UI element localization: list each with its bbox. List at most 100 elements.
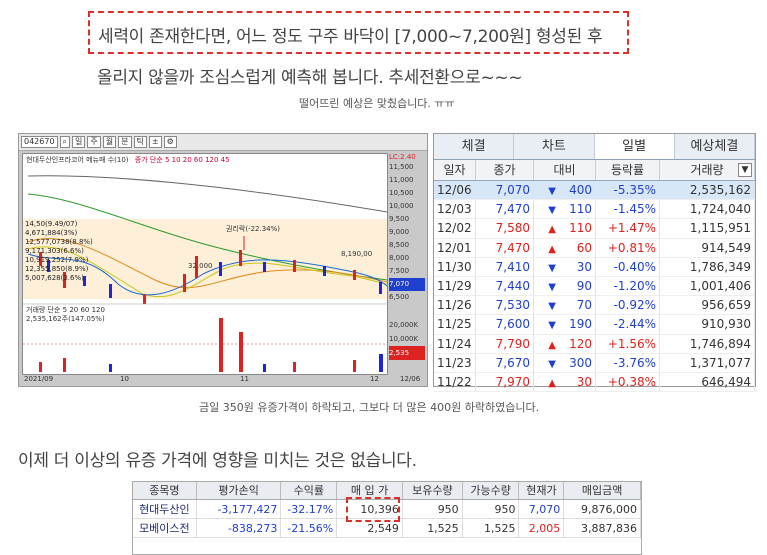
tab-chart[interactable]: 차트 [514, 134, 595, 159]
up-arrow-icon: ▲ [548, 339, 556, 351]
cell-rate: +1.56% [596, 334, 660, 353]
cell-rate: +1.47% [596, 219, 660, 238]
minute-button[interactable]: 분 [118, 136, 132, 148]
cell-rate: +0.81% [596, 238, 660, 257]
cell-pnl: -3,177,427 [197, 500, 282, 518]
table-row[interactable]: 11/30 7,410 ▼ 30 -0.40% 1,786,349 [434, 257, 755, 277]
cell-date: 11/29 [434, 276, 476, 296]
cell-close: 7,600 [476, 315, 534, 334]
down-arrow-icon: ▼ [548, 281, 556, 293]
cell-close: 7,970 [476, 372, 534, 392]
cell-date: 11/23 [434, 353, 476, 372]
chart-svg [23, 175, 387, 372]
cell-diff: ▼ 400 [534, 181, 596, 200]
chart-toolbar: 042670 ⌕ 일 주 월 분 틱 ± ⚙ [19, 134, 427, 151]
cell-rate: +0.38% [596, 372, 660, 392]
volume-bars [39, 318, 383, 372]
settings-icon[interactable]: ⚙ [163, 136, 177, 148]
up-arrow-icon: ▲ [548, 224, 556, 236]
period-button-day[interactable]: 일 [72, 136, 86, 148]
cell-rate: -1.45% [596, 200, 660, 219]
table-row[interactable]: 11/29 7,440 ▼ 90 -1.20% 1,001,406 [434, 276, 755, 297]
volume-profile-labels: 14,50(9.49/07) 4,671,884(3%) 12,577,0738… [25, 220, 93, 282]
cell-rate: -5.35% [596, 181, 660, 200]
paragraph: 이제 더 이상의 유증 가격에 영향을 미치는 것은 없습니다. [18, 451, 417, 471]
cell-rate: -2.44% [596, 315, 660, 334]
down-arrow-icon: ▼ [548, 358, 556, 370]
cell-qty: 1,525 [403, 519, 463, 537]
tick-button[interactable]: 틱 [133, 136, 147, 148]
cell-close: 7,580 [476, 219, 534, 238]
table-row[interactable]: 모베이스전 -838,273 -21.56% 2,549 1,525 1,525 2,005… [133, 519, 641, 538]
tab-daily[interactable]: 일별 [594, 134, 675, 159]
cell-close: 7,470 [476, 200, 534, 219]
down-arrow-icon: ▼ [548, 301, 556, 313]
cell-close: 7,470 [476, 238, 534, 257]
table-row[interactable]: 11/26 7,530 ▼ 70 -0.92% 956,659 [434, 296, 755, 316]
zoom-icon[interactable]: ± [148, 136, 162, 148]
table-row[interactable]: 11/23 7,670 ▼ 300 -3.76% 1,371,077 [434, 353, 755, 373]
table-row[interactable]: 현대두산인 -3,177,427 -32.17% 10,396 950 950 7,070 9… [133, 500, 641, 519]
caption-top: 떨어뜨린 예상은 맞췄습니다. ㅠㅠ [299, 97, 455, 110]
cell-current: 7,070 [519, 500, 565, 518]
up-arrow-icon: ▲ [548, 243, 556, 255]
down-arrow-icon: ▼ [548, 320, 556, 332]
cell-volume: 2,535,162 [660, 181, 755, 200]
ma-legend: 종가 단순 5 10 20 60 120 45 [134, 156, 230, 164]
cell-return: -21.56% [281, 519, 338, 537]
daily-rows: 12/06 7,070 ▼ 400 -5.35% 2,535,162 12/03 7,470 ▼… [434, 181, 755, 393]
tab-expected[interactable]: 예상체결 [675, 134, 755, 159]
candles [39, 250, 382, 304]
cell-return: -32.17% [281, 500, 338, 518]
table-row[interactable]: 12/06 7,070 ▼ 400 -5.35% 2,535,162 [434, 181, 755, 201]
ma-120-line [27, 175, 387, 213]
cell-pnl: -838,273 [197, 519, 282, 537]
ma-5-line [27, 253, 387, 296]
cell-rate: -1.20% [596, 276, 660, 296]
cell-rate: -3.76% [596, 353, 660, 372]
cell-volume: 910,930 [660, 315, 755, 334]
cell-volume: 1,115,951 [660, 219, 755, 238]
annotation-left: 32,000 [188, 262, 213, 270]
date-axis: 2021/09 10 11 12 12/06 [24, 375, 421, 383]
period-button-month[interactable]: 월 [102, 136, 117, 148]
cell-diff: ▼ 90 [534, 276, 596, 296]
stock-chart-panel: 042670 ⌕ 일 주 월 분 틱 ± ⚙ 현대두산인프라코어 메뉴매 수(1… [18, 133, 428, 387]
holdings-rows: 현대두산인 -3,177,427 -32.17% 10,396 950 950 7,070 9… [133, 500, 641, 538]
cell-diff: ▲ 60 [534, 238, 596, 257]
table-row[interactable]: 11/24 7,790 ▲ 120 +1.56% 1,746,894 [434, 334, 755, 354]
stock-code-field[interactable]: 042670 [21, 136, 58, 148]
period-button-week[interactable]: 주 [87, 136, 101, 148]
cell-volume: 1,746,894 [660, 334, 755, 353]
down-arrow-icon: ▼ [548, 186, 556, 197]
cell-buy-price: 10,396 [337, 500, 403, 518]
search-icon[interactable]: ⌕ [59, 136, 71, 148]
table-row[interactable]: 12/02 7,580 ▲ 110 +1.47% 1,115,951 [434, 219, 755, 239]
cell-date: 11/30 [434, 257, 476, 276]
cell-rate: -0.40% [596, 257, 660, 276]
cell-date: 12/06 [434, 181, 476, 200]
cell-name: 모베이스전 [133, 519, 197, 537]
cell-current: 2,005 [519, 519, 565, 537]
daily-tabs: 체결 차트 일별 예상체결 [434, 134, 755, 160]
ma-20-line [27, 237, 387, 289]
cell-diff: ▲ 120 [534, 334, 596, 353]
chevron-down-icon[interactable]: ▼ [738, 163, 752, 177]
cell-amount: 9,876,000 [564, 500, 641, 518]
cell-volume: 1,786,349 [660, 257, 755, 276]
table-row[interactable]: 11/22 7,970 ▲ 30 +0.38% 646,494 [434, 372, 755, 393]
table-row[interactable]: 12/01 7,470 ▲ 60 +0.81% 914,549 [434, 238, 755, 258]
cell-date: 11/22 [434, 372, 476, 392]
cell-close: 7,070 [476, 181, 534, 200]
table-row[interactable]: 12/03 7,470 ▼ 110 -1.45% 1,724,040 [434, 200, 755, 220]
table-row[interactable]: 11/25 7,600 ▼ 190 -2.44% 910,930 [434, 315, 755, 335]
cell-diff: ▼ 300 [534, 353, 596, 372]
cell-date: 12/02 [434, 219, 476, 238]
cell-date: 12/03 [434, 200, 476, 219]
cell-diff: ▲ 110 [534, 219, 596, 238]
cell-volume: 1,001,406 [660, 276, 755, 296]
holdings-table: 종목명 평가손익 수익률 매 입 가 보유수량 가능수량 현재가 매입금액 현대… [132, 481, 642, 555]
cell-diff: ▼ 110 [534, 200, 596, 219]
cell-available: 1,525 [463, 519, 520, 537]
tab-trades[interactable]: 체결 [434, 134, 515, 159]
